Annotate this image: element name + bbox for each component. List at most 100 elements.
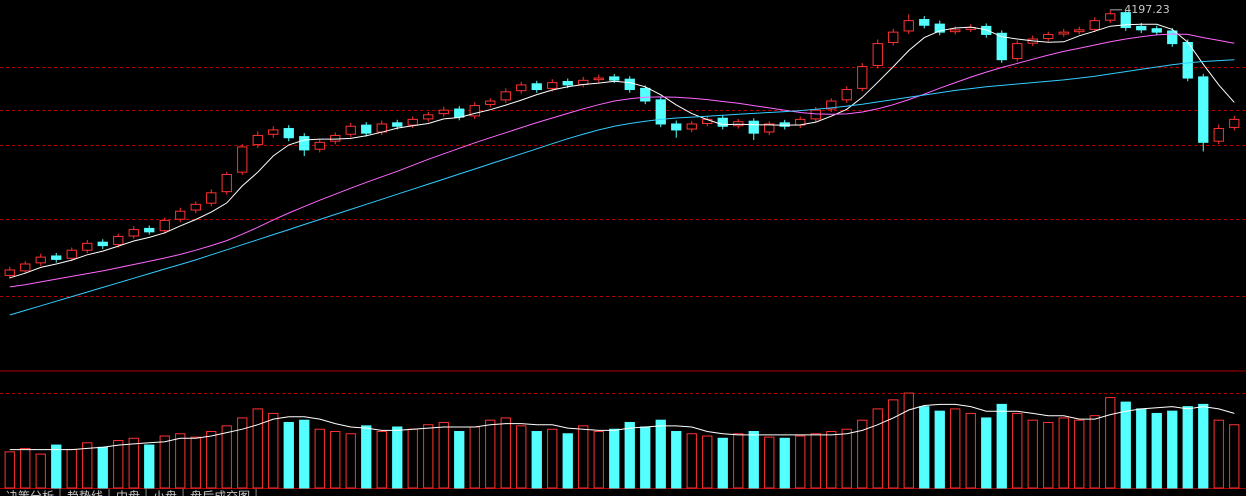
candle-body <box>66 249 77 259</box>
candle-body <box>996 32 1007 61</box>
volume-bar <box>35 453 46 489</box>
volume-bar <box>934 410 945 489</box>
volume-bar <box>175 433 186 489</box>
volume-bar <box>1136 408 1147 489</box>
volume-bar <box>485 419 496 489</box>
candle-body <box>1058 31 1069 35</box>
volume-bar <box>578 425 589 489</box>
volume-bar <box>469 426 480 489</box>
volume-bar <box>562 433 573 489</box>
volume-bar <box>872 408 883 489</box>
volume-bar <box>299 419 310 489</box>
candle-body <box>826 100 837 110</box>
candle-body <box>190 203 201 211</box>
volume-bar <box>671 431 682 489</box>
volume-bar <box>1089 415 1100 489</box>
tab-label[interactable]: 趋势线 <box>67 490 103 496</box>
volume-bar <box>206 431 217 489</box>
tab-label[interactable]: 小盘 <box>153 489 177 496</box>
candle-body <box>1120 12 1131 29</box>
candle-body <box>717 117 728 127</box>
candle-body <box>1136 25 1147 31</box>
candle-body <box>4 269 15 276</box>
volume-bar <box>423 424 434 489</box>
volume-bar <box>888 399 899 489</box>
candle-body <box>454 108 465 118</box>
moving-average-line <box>9 59 1235 316</box>
volume-bar <box>159 435 170 489</box>
volume-average-line <box>9 403 1235 451</box>
volume-bar <box>82 442 93 489</box>
volume-bar <box>655 419 666 489</box>
candle-body <box>469 105 480 117</box>
candle-body <box>252 134 263 146</box>
candle-body <box>1182 41 1193 79</box>
volume-bar <box>144 444 155 489</box>
candle-body <box>1012 43 1023 60</box>
volume-bar <box>1151 412 1162 489</box>
tab-label[interactable]: 决策分析 <box>6 490 54 496</box>
volume-bar <box>4 451 15 489</box>
max-price-label: 4197.23 <box>1124 3 1170 16</box>
volume-bar <box>392 426 403 489</box>
candle-body <box>345 125 356 135</box>
candle-body <box>97 241 108 247</box>
volume-bar <box>268 412 279 489</box>
candle-body <box>624 78 635 91</box>
volume-bar <box>1105 397 1116 489</box>
volume-bar <box>1229 424 1240 489</box>
volume-bar <box>1120 401 1131 489</box>
volume-bar <box>1182 406 1193 489</box>
candle-body <box>1229 118 1240 128</box>
candle-body <box>810 109 821 120</box>
candle-body <box>144 227 155 233</box>
volume-bar <box>1027 419 1038 489</box>
candle-body <box>981 25 992 35</box>
volume-bar <box>593 431 604 489</box>
candle-body <box>82 242 93 251</box>
volume-bar <box>516 425 527 489</box>
volume-bar <box>609 428 620 489</box>
volume-bar <box>221 425 232 489</box>
candle-body <box>1074 29 1085 33</box>
volume-bar <box>624 421 635 489</box>
candle-body <box>1213 128 1224 142</box>
candle-body <box>500 91 511 101</box>
volume-bar <box>345 433 356 489</box>
volume-bar <box>531 431 542 489</box>
candle-body <box>175 210 186 220</box>
candle-body <box>392 122 403 127</box>
candle-body <box>237 146 248 173</box>
candle-body <box>283 128 294 139</box>
volume-bar <box>330 431 341 489</box>
candle-body <box>950 29 961 33</box>
volume-bar <box>128 437 139 489</box>
volume-bar <box>981 417 992 489</box>
volume-bar <box>113 440 124 489</box>
candle-body <box>361 124 372 134</box>
volume-bar <box>686 433 697 489</box>
candle-body <box>872 43 883 66</box>
candle-body <box>1198 76 1209 143</box>
volume-bar <box>903 392 914 489</box>
volume-bar <box>97 446 108 489</box>
volume-bar <box>950 408 961 489</box>
volume-bar <box>51 444 62 489</box>
volume-bar <box>1198 403 1209 489</box>
volume-bar <box>1213 419 1224 489</box>
volume-bar <box>20 447 31 489</box>
candle-body <box>268 129 279 135</box>
candle-body <box>531 83 542 91</box>
volume-bar <box>764 436 775 489</box>
candle-body <box>934 23 945 33</box>
tab-label[interactable]: 盘后成交图 <box>190 489 250 496</box>
candle-body <box>640 87 651 102</box>
volume-bar <box>314 428 325 489</box>
volume-bar <box>1058 417 1069 489</box>
candle-body <box>299 136 310 151</box>
candle-body <box>423 114 434 120</box>
candle-body <box>407 118 418 126</box>
tab-label[interactable]: 中盘 <box>116 489 140 496</box>
